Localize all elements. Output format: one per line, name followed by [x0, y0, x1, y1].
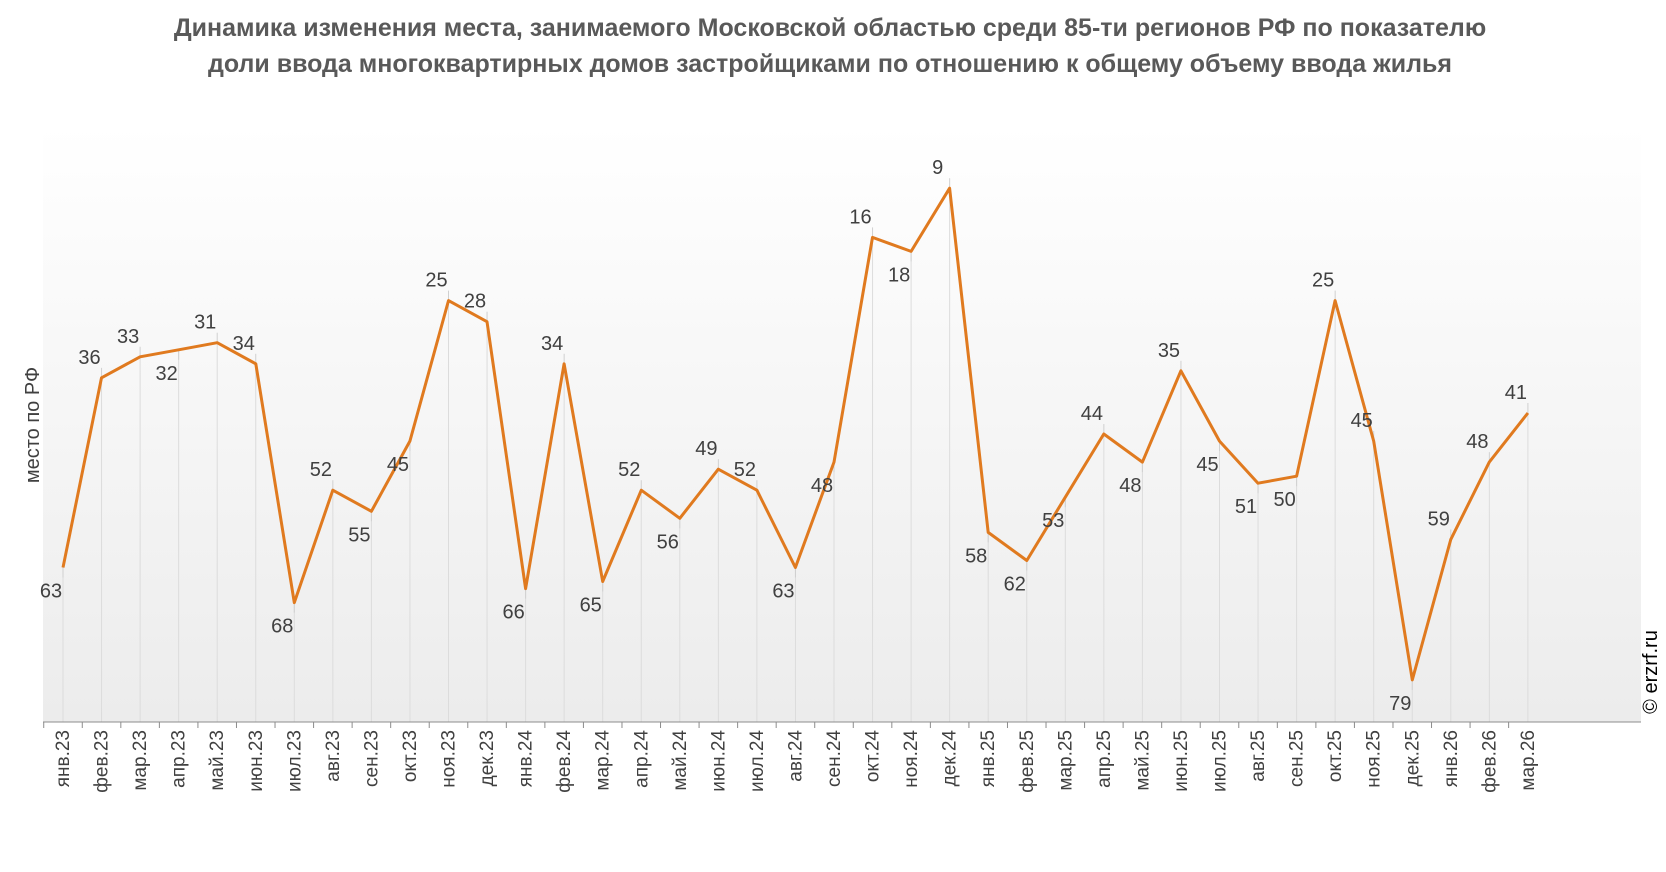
x-tick-label: дек.25	[1402, 730, 1423, 786]
x-tick-label: апр.24	[631, 730, 652, 788]
x-tick-label: окт.24	[863, 730, 884, 783]
data-label: 68	[271, 616, 293, 638]
x-tick-label: июл.25	[1210, 730, 1231, 792]
data-label: 45	[1196, 454, 1218, 476]
data-label: 48	[1466, 431, 1488, 453]
x-tick-label: мар.26	[1518, 730, 1539, 791]
x-tick-label: дек.23	[477, 730, 498, 786]
x-tick-label: дек.24	[940, 730, 961, 787]
x-tick-label: ноя.23	[439, 730, 460, 788]
data-label: 31	[194, 312, 216, 334]
x-tick-label: янв.26	[1441, 730, 1462, 787]
data-label: 52	[310, 459, 332, 481]
data-label: 53	[1042, 510, 1064, 532]
watermark: © erzrf.ru	[1640, 630, 1662, 714]
data-label: 25	[425, 270, 447, 292]
x-tick-label: фев.23	[92, 730, 113, 793]
data-label: 25	[1312, 270, 1334, 292]
x-tick-label: июл.24	[747, 730, 768, 792]
data-label: 56	[657, 531, 679, 553]
x-tick-label: июн.23	[246, 730, 267, 792]
x-tick-label: мар.25	[1055, 730, 1076, 791]
x-tick-labels: янв.23 фев.23 мар.23 апр.23 май.23 июн.23 июл.…	[43, 722, 1539, 793]
data-label: 62	[1004, 573, 1026, 595]
x-tick-label: мар.23	[130, 730, 151, 791]
x-tick-label: авг.25	[1248, 730, 1269, 782]
data-label: 48	[1119, 475, 1141, 497]
x-tick-label: фев.24	[554, 730, 575, 793]
x-tick-label: янв.24	[516, 730, 537, 788]
x-tick-label: авг.23	[323, 730, 344, 782]
x-tick-label: сен.25	[1287, 730, 1308, 787]
x-tick-label: фев.26	[1479, 730, 1500, 793]
series-line	[61, 186, 1530, 682]
chart-title: Динамика изменения места, занимаемого Мо…	[173, 14, 1487, 78]
x-tick-label: апр.23	[169, 730, 190, 788]
data-label: 63	[772, 580, 794, 602]
data-label: 63	[40, 580, 62, 602]
x-tick-label: июн.25	[1171, 730, 1192, 792]
data-label: 16	[849, 206, 871, 228]
data-label: 45	[1351, 410, 1373, 432]
data-label: 28	[464, 291, 486, 313]
data-label: 33	[117, 326, 139, 348]
data-label: 41	[1505, 382, 1527, 404]
data-label: 55	[348, 524, 370, 546]
x-tick-label: окт.25	[1325, 730, 1346, 782]
x-tick-label: май.25	[1132, 730, 1153, 791]
data-label: 59	[1428, 508, 1450, 530]
x-tick-label: янв.23	[53, 730, 74, 787]
x-tick-label: ноя.24	[901, 730, 922, 788]
x-tick-label: май.23	[207, 730, 228, 791]
x-tick-label: сен.23	[361, 730, 382, 787]
x-tick-label: фев.25	[1017, 730, 1038, 793]
x-tick-label: июл.23	[284, 730, 305, 792]
data-label: 44	[1081, 403, 1103, 425]
x-tick-label: май.24	[670, 730, 691, 791]
data-label: 48	[811, 475, 833, 497]
data-label: 50	[1273, 489, 1295, 511]
data-label: 34	[541, 333, 563, 355]
x-tick-label: янв.25	[978, 730, 999, 787]
x-tick-label: окт.23	[400, 730, 421, 782]
data-label: 36	[78, 347, 100, 369]
x-tick-label: июн.24	[708, 730, 729, 792]
data-label: 58	[965, 545, 987, 567]
x-tick-label: ноя.25	[1364, 730, 1385, 788]
y-axis-label: место по РФ	[22, 367, 44, 483]
data-label: 51	[1235, 496, 1257, 518]
gridlines	[62, 188, 1529, 722]
x-tick-label: авг.24	[785, 730, 806, 782]
x-tick-label: апр.25	[1094, 730, 1115, 788]
data-label: 9	[932, 157, 943, 179]
data-label: 52	[618, 459, 640, 481]
data-labels: 63 36 33 32 31 34 68 52 55 45 25 28 66 34 65 52 56 49 52 63…	[40, 157, 1527, 715]
data-label: 52	[734, 459, 756, 481]
x-tick-label: мар.24	[593, 730, 614, 791]
data-label: 35	[1158, 340, 1180, 362]
data-label: 18	[888, 264, 910, 286]
data-label: 45	[387, 454, 409, 476]
data-label: 66	[502, 602, 524, 624]
data-label: 32	[156, 363, 178, 385]
data-label: 49	[695, 438, 717, 460]
data-label: 34	[233, 333, 255, 355]
data-label: 79	[1389, 693, 1411, 715]
x-tick-label: сен.24	[824, 730, 845, 787]
data-label: 65	[580, 595, 602, 617]
